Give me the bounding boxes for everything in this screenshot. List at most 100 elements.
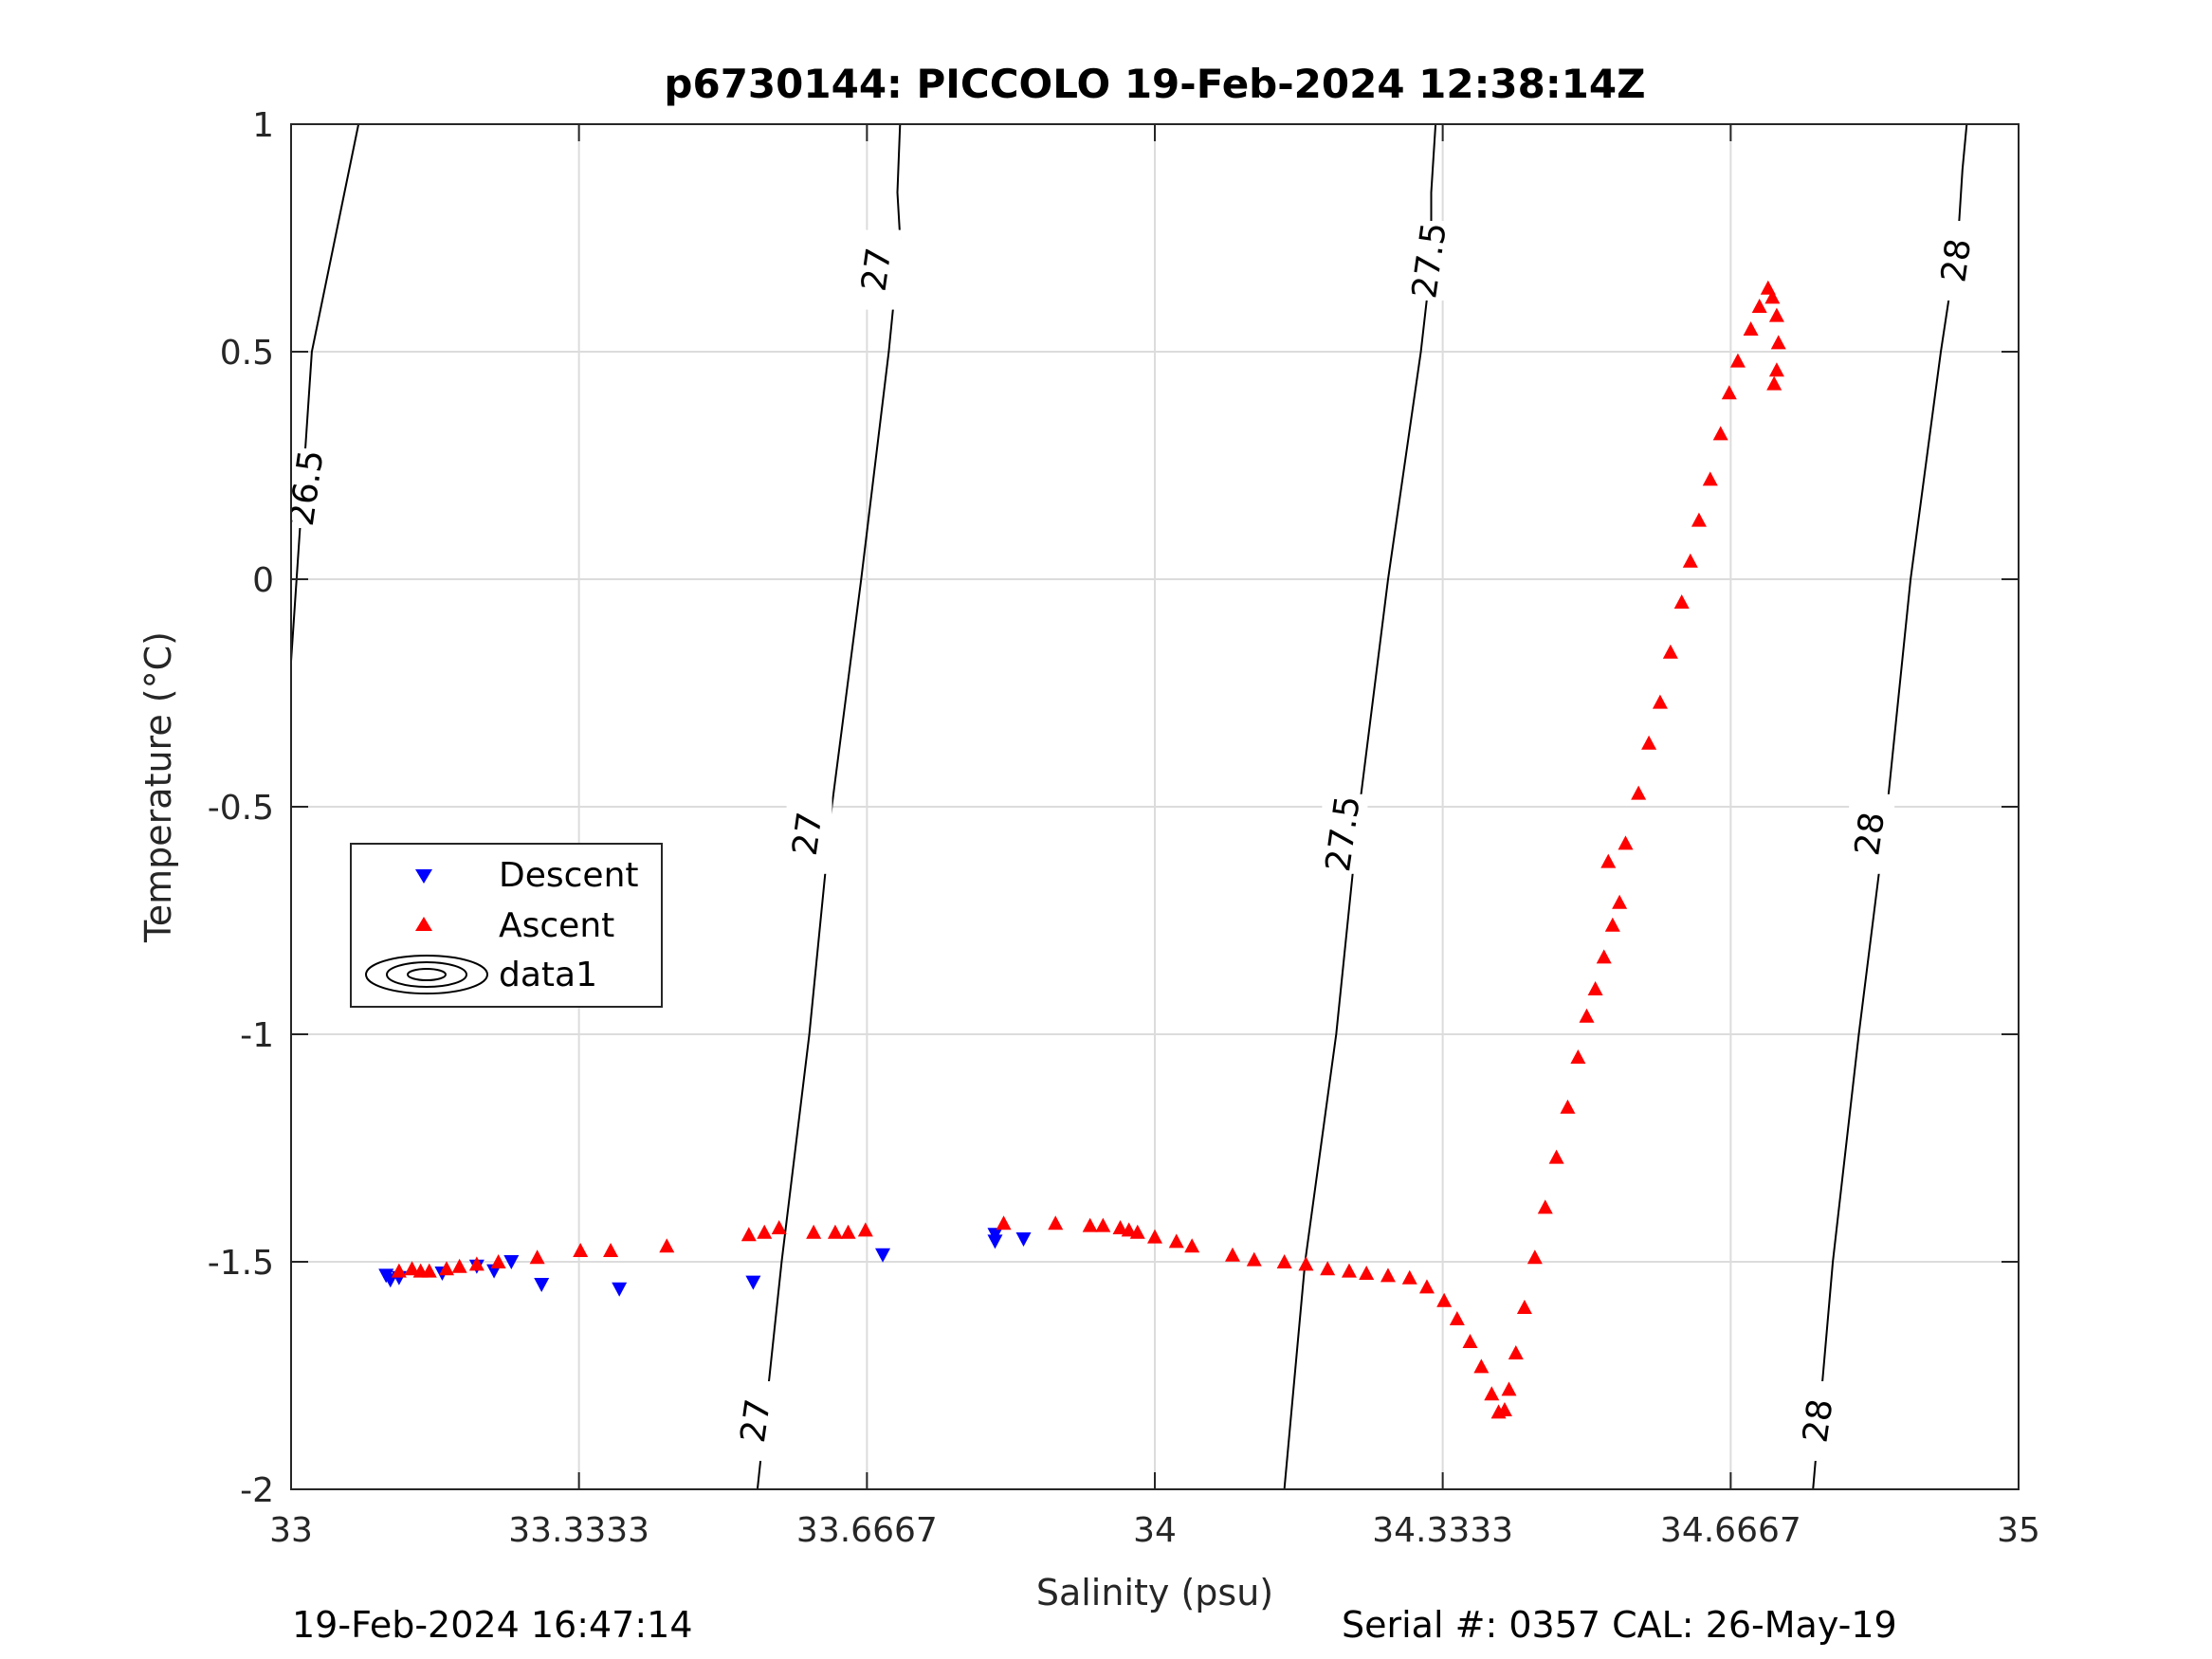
ascent-point	[1764, 289, 1781, 304]
x-tick-label: 34.6667	[1660, 1511, 1801, 1550]
ascent-point	[1673, 594, 1690, 609]
isopycnal-line	[756, 124, 902, 1489]
contour-label: 27	[786, 810, 831, 858]
ascent-point	[996, 1215, 1012, 1231]
ascent-point	[1548, 1149, 1564, 1164]
y-tick-label: -1.5	[208, 1244, 274, 1283]
ascent-point	[1320, 1261, 1336, 1276]
ascent-point	[1570, 1049, 1586, 1064]
ascent-point	[1537, 1199, 1553, 1214]
x-tick-label: 34	[1133, 1511, 1177, 1550]
ascent-point	[840, 1224, 856, 1239]
chart-title: p6730144: PICCOLO 19-Feb-2024 12:38:14Z	[664, 61, 1645, 107]
ascent-point	[1729, 353, 1746, 368]
descent-point	[612, 1282, 628, 1297]
ascent-point	[529, 1249, 545, 1265]
ascent-point	[1436, 1292, 1453, 1307]
ascent-point	[1473, 1358, 1490, 1374]
ascent-point	[827, 1224, 843, 1239]
descent-point	[875, 1248, 891, 1263]
x-tick-label: 33.6667	[796, 1511, 938, 1550]
ascent-point	[1770, 335, 1786, 350]
ascent-point	[1768, 362, 1784, 377]
contour-label-background	[855, 229, 902, 310]
ascent-point	[1449, 1311, 1465, 1325]
ascent-point	[1612, 894, 1628, 909]
footer-timestamp: 19-Feb-2024 16:47:14	[292, 1604, 693, 1646]
legend-descent-marker	[415, 869, 432, 884]
legend-box	[350, 843, 663, 1008]
isopycnal-line	[1812, 124, 1968, 1489]
contour-label: 27	[855, 246, 900, 294]
ascent-point	[1618, 835, 1634, 850]
ascent-point	[1691, 512, 1707, 527]
contour-label: 28	[1848, 810, 1892, 858]
ascent-point	[451, 1258, 467, 1273]
ascent-point	[1496, 1402, 1512, 1416]
ascent-point	[757, 1224, 773, 1239]
ascent-point	[1359, 1266, 1375, 1280]
legend: Descent Ascent data1	[350, 843, 663, 1008]
axes: 33 33.3333 33.6667 34 34.3333 34.6667 35 -2 -1.5…	[208, 106, 2040, 1550]
contour-label: 28	[1934, 236, 1979, 284]
footer-serial-cal: Serial #: 0357 CAL: 26-May-19	[1342, 1604, 1897, 1646]
contour-label-background	[1935, 221, 1982, 301]
isopycnal-line	[291, 124, 360, 662]
y-tick-label: -1	[240, 1016, 274, 1055]
contour-label-background	[291, 448, 332, 528]
isopycnal-line	[1283, 124, 1437, 1489]
ascent-point	[1095, 1217, 1111, 1232]
x-axis-label: Salinity (psu)	[1036, 1572, 1273, 1613]
ascent-point	[1587, 981, 1603, 995]
ascent-point	[1662, 644, 1678, 659]
ascent-point	[1484, 1386, 1500, 1401]
ascent-point	[391, 1263, 407, 1278]
ascent-point	[1631, 785, 1647, 800]
contour-label-background	[1849, 793, 1895, 874]
legend-ascent-marker	[415, 917, 432, 931]
x-tick-label: 34.3333	[1372, 1511, 1513, 1550]
ascent-point	[1702, 471, 1718, 486]
contour-label-background	[786, 793, 832, 874]
ascent-point	[1508, 1345, 1524, 1359]
descent-point	[745, 1275, 761, 1290]
descent-point	[503, 1255, 520, 1269]
ascent-point	[771, 1220, 787, 1234]
ascent-point	[573, 1243, 589, 1257]
ascent-point	[1712, 426, 1728, 441]
data-points	[378, 280, 1786, 1419]
ascent-point	[1682, 553, 1698, 568]
legend-descent-label: Descent	[499, 856, 639, 895]
ascent-point	[806, 1224, 822, 1239]
y-axis-label: Temperature (°C)	[137, 631, 179, 943]
ascent-point	[1751, 299, 1767, 313]
contour-label: 27	[734, 1396, 778, 1445]
ascent-point	[1048, 1215, 1064, 1231]
ascent-point	[1246, 1251, 1262, 1267]
ascent-point	[1298, 1256, 1314, 1271]
ascent-point	[1600, 853, 1617, 868]
ascent-point	[1168, 1233, 1184, 1249]
ascent-point	[490, 1254, 506, 1268]
x-tick-label: 33.3333	[508, 1511, 649, 1550]
series-ascent	[391, 280, 1786, 1419]
ascent-point	[438, 1261, 454, 1276]
ascent-point	[1596, 949, 1612, 964]
ascent-point	[1462, 1334, 1478, 1348]
ascent-point	[1224, 1247, 1240, 1262]
ascent-point	[1418, 1279, 1435, 1294]
ascent-point	[603, 1243, 619, 1257]
legend-ascent-label: Ascent	[499, 906, 614, 945]
contour-label-background	[734, 1381, 780, 1461]
ascent-point	[1401, 1269, 1417, 1285]
ascent-point	[1129, 1224, 1145, 1239]
ascent-point	[1082, 1217, 1098, 1232]
contour-label-background	[1322, 793, 1368, 874]
ascent-point	[421, 1263, 437, 1278]
descent-point	[1015, 1232, 1032, 1247]
contour-label-background	[1797, 1381, 1843, 1461]
ascent-point	[740, 1227, 757, 1242]
